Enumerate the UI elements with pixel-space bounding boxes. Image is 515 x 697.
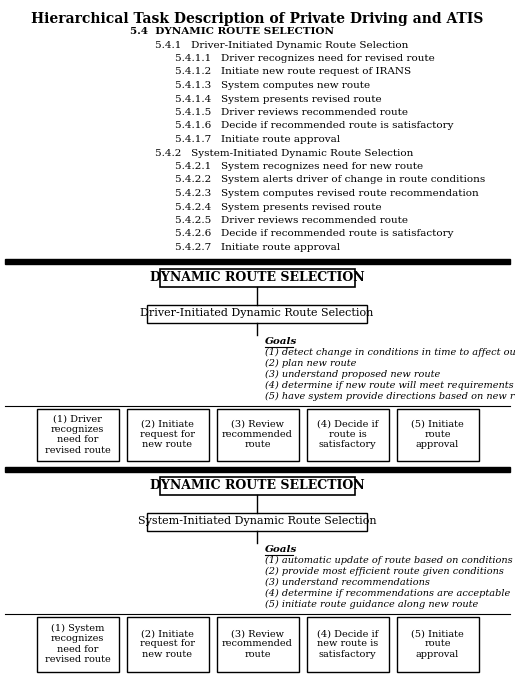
Text: 5.4.1.5   Driver reviews recommended route: 5.4.1.5 Driver reviews recommended route: [175, 108, 408, 117]
Text: (4) determine if recommendations are acceptable: (4) determine if recommendations are acc…: [265, 588, 510, 597]
FancyBboxPatch shape: [127, 617, 209, 671]
FancyBboxPatch shape: [37, 617, 118, 671]
FancyBboxPatch shape: [306, 617, 388, 671]
FancyBboxPatch shape: [306, 408, 388, 461]
Text: (1) detect change in conditions in time to affect outcome: (1) detect change in conditions in time …: [265, 348, 515, 357]
Text: 5.4.2.1   System recognizes need for new route: 5.4.2.1 System recognizes need for new r…: [175, 162, 423, 171]
Text: (4) Decide if
new route is
satisfactory: (4) Decide if new route is satisfactory: [317, 629, 378, 659]
Text: 5.4.1   Driver-Initiated Dynamic Route Selection: 5.4.1 Driver-Initiated Dynamic Route Sel…: [155, 40, 408, 49]
Text: (3) Review
recommended
route: (3) Review recommended route: [222, 629, 293, 659]
Text: 5.4.1.1   Driver recognizes need for revised route: 5.4.1.1 Driver recognizes need for revis…: [175, 54, 435, 63]
Text: (3) Review
recommended
route: (3) Review recommended route: [222, 420, 293, 450]
Text: (5) have system provide directions based on new route: (5) have system provide directions based…: [265, 392, 515, 401]
Text: (2) Initiate
request for
new route: (2) Initiate request for new route: [140, 629, 195, 659]
Text: (4) Decide if
route is
satisfactory: (4) Decide if route is satisfactory: [317, 420, 378, 450]
Text: (5) Initiate
route
approval: (5) Initiate route approval: [411, 420, 464, 450]
FancyBboxPatch shape: [160, 477, 354, 494]
FancyBboxPatch shape: [147, 305, 367, 323]
Text: 5.4.2.3   System computes revised route recommendation: 5.4.2.3 System computes revised route re…: [175, 189, 479, 198]
Text: 5.4.1.3   System computes new route: 5.4.1.3 System computes new route: [175, 81, 370, 90]
Text: 5.4.2.5   Driver reviews recommended route: 5.4.2.5 Driver reviews recommended route: [175, 216, 408, 225]
Text: 5.4.2   System-Initiated Dynamic Route Selection: 5.4.2 System-Initiated Dynamic Route Sel…: [155, 148, 414, 158]
Text: System-Initiated Dynamic Route Selection: System-Initiated Dynamic Route Selection: [138, 516, 376, 526]
Bar: [5, 466, 510, 471]
FancyBboxPatch shape: [160, 268, 354, 286]
FancyBboxPatch shape: [216, 617, 299, 671]
Text: (4) determine if new route will meet requirements: (4) determine if new route will meet req…: [265, 381, 513, 390]
FancyBboxPatch shape: [37, 408, 118, 461]
Text: 5.4.2.4   System presents revised route: 5.4.2.4 System presents revised route: [175, 203, 382, 211]
Text: DYNAMIC ROUTE SELECTION: DYNAMIC ROUTE SELECTION: [150, 479, 364, 492]
Bar: [5, 259, 510, 263]
Text: (1) System
recognizes
need for
revised route: (1) System recognizes need for revised r…: [45, 624, 110, 664]
Text: 5.4.2.6   Decide if recommended route is satisfactory: 5.4.2.6 Decide if recommended route is s…: [175, 229, 454, 238]
Text: 5.4.1.2   Initiate new route request of IRANS: 5.4.1.2 Initiate new route request of IR…: [175, 68, 411, 77]
Text: (3) understand proposed new route: (3) understand proposed new route: [265, 369, 440, 378]
Text: 5.4.2.7   Initiate route approval: 5.4.2.7 Initiate route approval: [175, 243, 340, 252]
Text: (2) Initiate
request for
new route: (2) Initiate request for new route: [140, 420, 195, 450]
Text: (3) understand recommendations: (3) understand recommendations: [265, 578, 430, 586]
FancyBboxPatch shape: [397, 408, 478, 461]
Text: (2) plan new route: (2) plan new route: [265, 358, 356, 367]
Text: (5) initiate route guidance along new route: (5) initiate route guidance along new ro…: [265, 599, 478, 608]
Text: DYNAMIC ROUTE SELECTION: DYNAMIC ROUTE SELECTION: [150, 271, 364, 284]
FancyBboxPatch shape: [147, 512, 367, 530]
Text: 5.4.2.2   System alerts driver of change in route conditions: 5.4.2.2 System alerts driver of change i…: [175, 176, 485, 185]
FancyBboxPatch shape: [397, 617, 478, 671]
FancyBboxPatch shape: [216, 408, 299, 461]
Text: 5.4.1.7   Initiate route approval: 5.4.1.7 Initiate route approval: [175, 135, 340, 144]
Text: Driver-Initiated Dynamic Route Selection: Driver-Initiated Dynamic Route Selection: [140, 309, 374, 319]
Text: 5.4.1.4   System presents revised route: 5.4.1.4 System presents revised route: [175, 95, 382, 103]
Text: Goals: Goals: [265, 544, 297, 553]
Text: (1) Driver
recognizes
need for
revised route: (1) Driver recognizes need for revised r…: [45, 415, 110, 454]
Text: Goals: Goals: [265, 337, 297, 346]
Text: (5) Initiate
route
approval: (5) Initiate route approval: [411, 629, 464, 659]
Text: Hierarchical Task Description of Private Driving and ATIS: Hierarchical Task Description of Private…: [31, 12, 483, 26]
Text: (1) automatic update of route based on conditions: (1) automatic update of route based on c…: [265, 556, 512, 565]
Text: (2) provide most efficient route given conditions: (2) provide most efficient route given c…: [265, 567, 504, 576]
Text: 5.4  DYNAMIC ROUTE SELECTION: 5.4 DYNAMIC ROUTE SELECTION: [130, 27, 334, 36]
Text: 5.4.1.6   Decide if recommended route is satisfactory: 5.4.1.6 Decide if recommended route is s…: [175, 121, 454, 130]
FancyBboxPatch shape: [127, 408, 209, 461]
